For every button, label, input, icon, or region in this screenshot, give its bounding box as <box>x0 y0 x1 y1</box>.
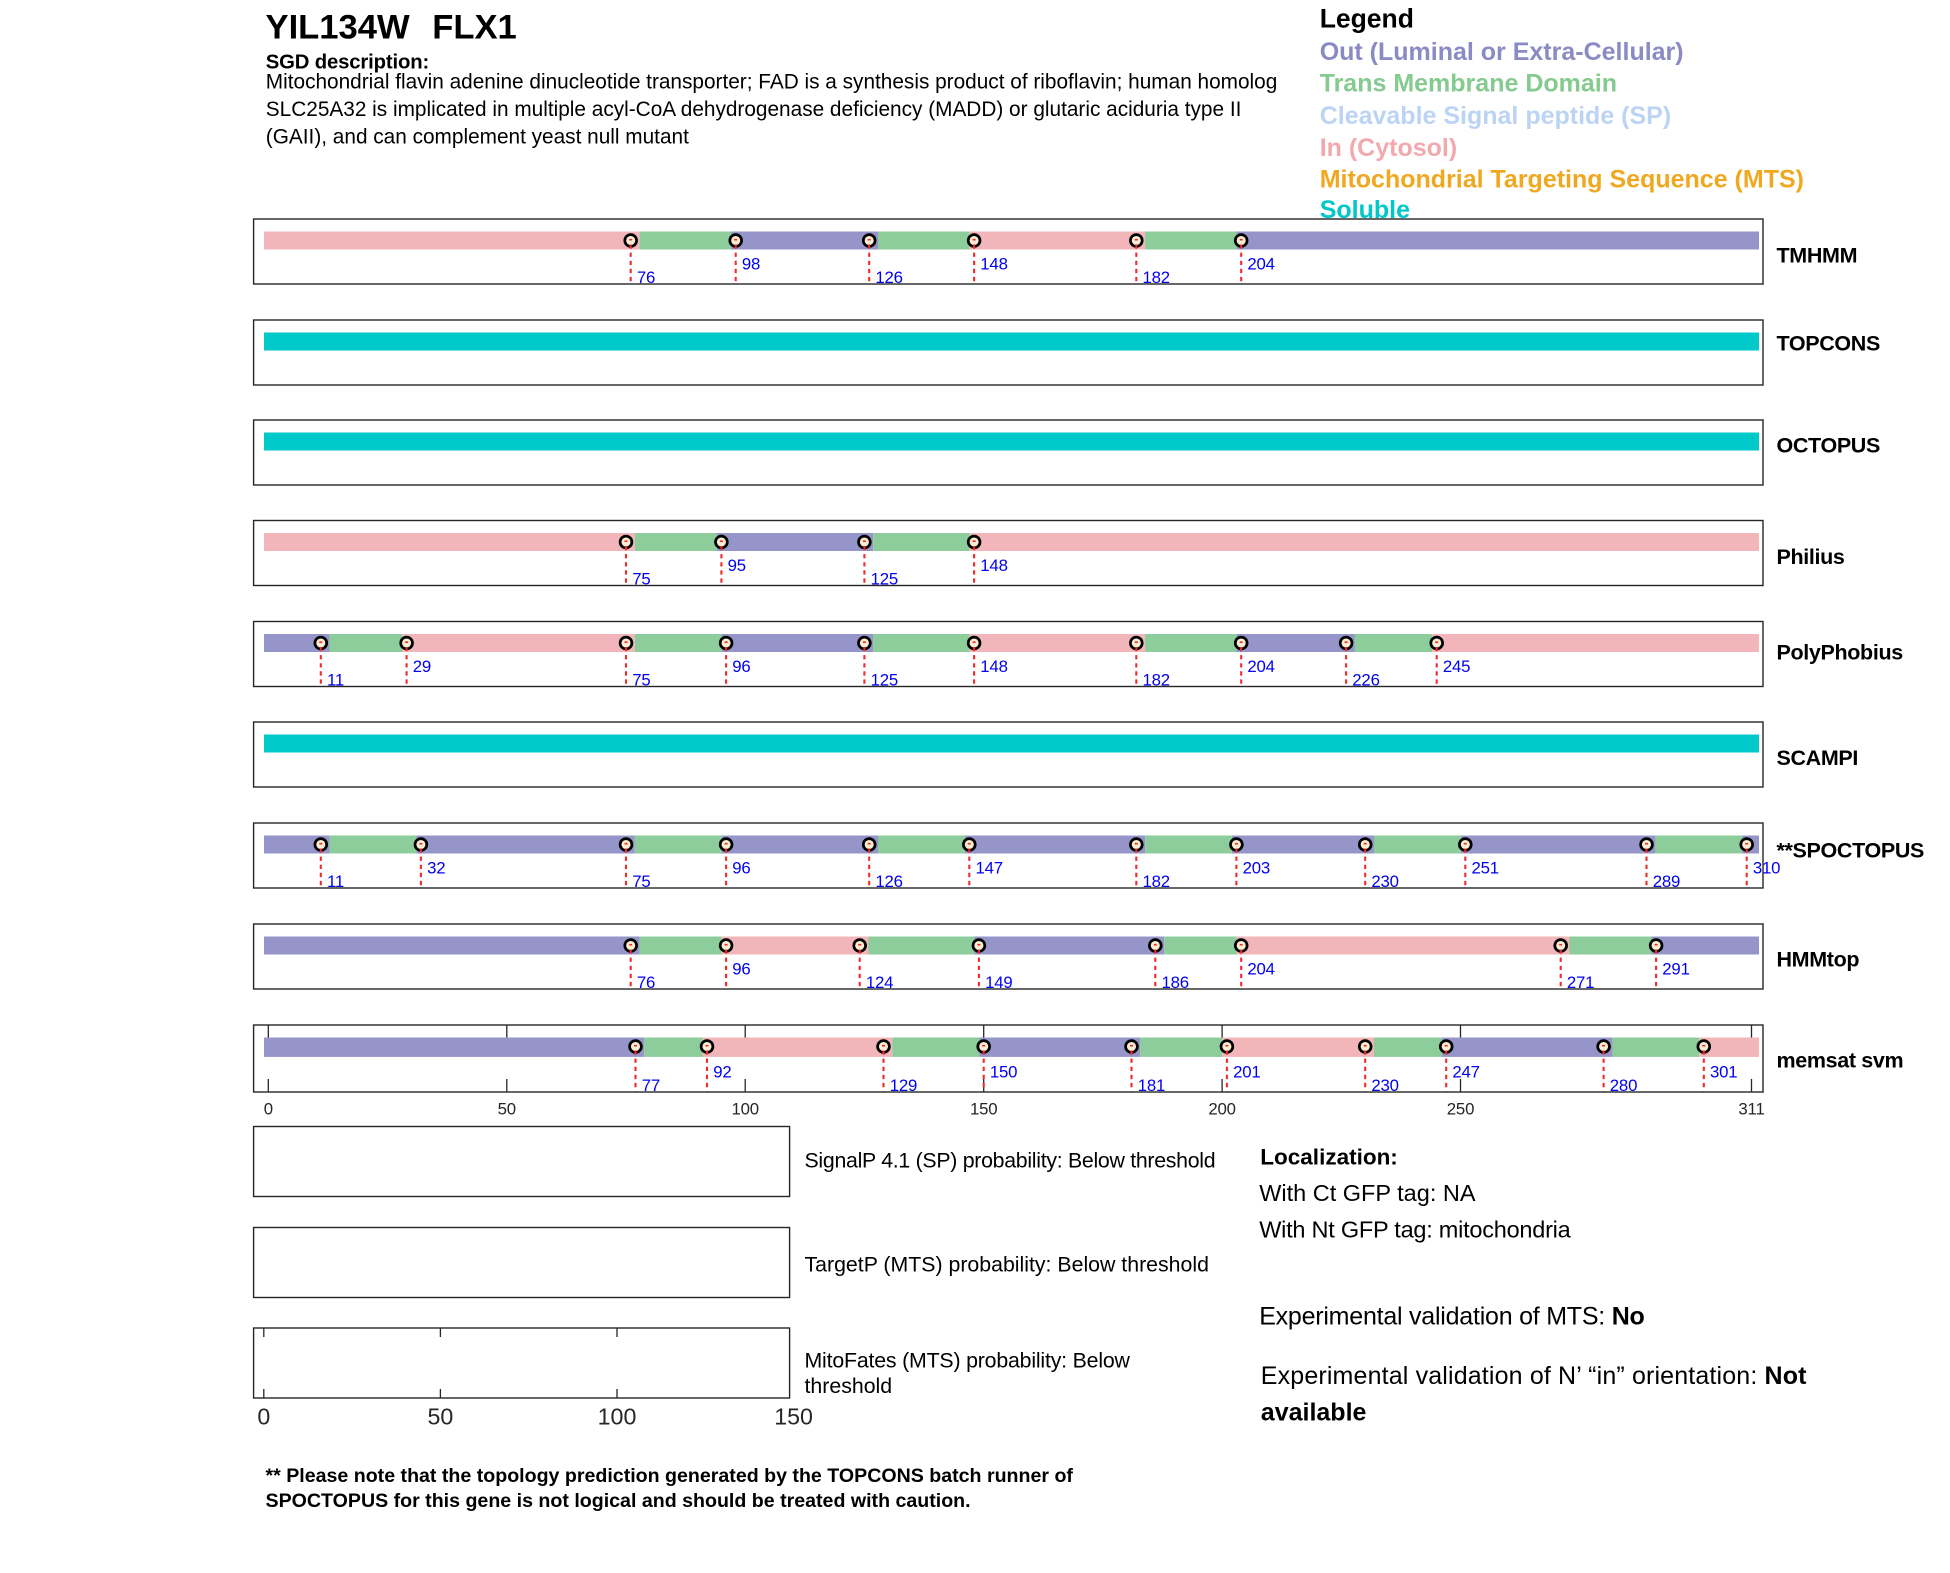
svg-text:Cleavable Signal peptide (SP): Cleavable Signal peptide (SP) <box>1320 102 1671 130</box>
svg-text:11: 11 <box>327 872 344 891</box>
svg-text:75: 75 <box>632 670 650 689</box>
svg-text:150: 150 <box>774 1404 813 1430</box>
svg-text:HMMtop: HMMtop <box>1777 947 1860 971</box>
svg-text:186: 186 <box>1162 973 1189 992</box>
svg-text:100: 100 <box>731 1099 758 1118</box>
svg-text:204: 204 <box>1247 657 1274 676</box>
svg-text:Trans Membrane Domain: Trans Membrane Domain <box>1320 70 1617 98</box>
svg-text:96: 96 <box>732 657 750 676</box>
svg-text:50: 50 <box>428 1404 454 1430</box>
svg-text:203: 203 <box>1243 858 1270 877</box>
svg-text:PolyPhobius: PolyPhobius <box>1777 640 1904 664</box>
svg-text:With Nt GFP tag: mitochondria: With Nt GFP tag: mitochondria <box>1259 1216 1571 1242</box>
svg-text:311: 311 <box>1738 1099 1764 1118</box>
svg-text:0: 0 <box>264 1099 273 1118</box>
svg-text:75: 75 <box>632 569 650 588</box>
svg-text:124: 124 <box>866 973 893 992</box>
svg-text:With Ct GFP tag: NA: With Ct GFP tag: NA <box>1259 1180 1476 1206</box>
svg-text:280: 280 <box>1610 1076 1637 1095</box>
svg-text:available: available <box>1261 1398 1367 1426</box>
svg-text:Experimental validation of N’: Experimental validation of N’ “in” orien… <box>1261 1362 1807 1390</box>
svg-text:0: 0 <box>257 1404 270 1430</box>
svg-text:125: 125 <box>871 569 898 588</box>
svg-text:250: 250 <box>1447 1099 1474 1118</box>
svg-text:threshold: threshold <box>805 1374 893 1398</box>
svg-text:126: 126 <box>875 872 902 891</box>
svg-text:126: 126 <box>875 268 902 287</box>
svg-text:96: 96 <box>732 959 750 978</box>
svg-text:96: 96 <box>732 858 750 877</box>
svg-text:Legend: Legend <box>1320 4 1414 34</box>
svg-text:TargetP (MTS) probability: Bel: TargetP (MTS) probability: Below thresho… <box>805 1253 1209 1277</box>
svg-text:201: 201 <box>1233 1062 1260 1081</box>
svg-text:291: 291 <box>1662 959 1689 978</box>
svg-text:251: 251 <box>1472 858 1499 877</box>
svg-text:226: 226 <box>1352 670 1379 689</box>
svg-text:247: 247 <box>1452 1062 1479 1081</box>
svg-text:29: 29 <box>413 657 431 676</box>
svg-text:100: 100 <box>598 1404 637 1430</box>
svg-text:149: 149 <box>985 973 1012 992</box>
svg-text:SCAMPI: SCAMPI <box>1777 746 1859 770</box>
svg-text:Mitochondrial flavin adenine d: Mitochondrial flavin adenine dinucleotid… <box>266 71 1278 94</box>
svg-text:200: 200 <box>1208 1099 1235 1118</box>
svg-text:Out (Luminal or Extra-Cellular: Out (Luminal or Extra-Cellular) <box>1320 38 1684 66</box>
svg-text:148: 148 <box>980 657 1007 676</box>
svg-text:SLC25A32 is implicated in mult: SLC25A32 is implicated in multiple acyl-… <box>266 98 1242 121</box>
svg-text:11: 11 <box>327 670 344 689</box>
svg-text:230: 230 <box>1371 1076 1398 1095</box>
svg-text:77: 77 <box>642 1076 660 1095</box>
svg-text:50: 50 <box>498 1099 516 1118</box>
svg-text:In (Cytosol): In (Cytosol) <box>1320 134 1458 162</box>
svg-text:SignalP 4.1 (SP) probability:: SignalP 4.1 (SP) probability: Below thre… <box>805 1149 1216 1173</box>
svg-text:125: 125 <box>871 670 898 689</box>
svg-text:289: 289 <box>1653 872 1680 891</box>
svg-text:147: 147 <box>976 858 1003 877</box>
svg-text:182: 182 <box>1143 268 1170 287</box>
svg-text:245: 245 <box>1443 657 1470 676</box>
svg-text:310: 310 <box>1753 858 1780 877</box>
svg-text:Experimental validation of MTS: Experimental validation of MTS: No <box>1259 1302 1644 1330</box>
svg-text:** Please note that the topolo: ** Please note that the topology predict… <box>266 1465 1074 1487</box>
svg-text:181: 181 <box>1138 1076 1165 1095</box>
svg-text:92: 92 <box>713 1062 731 1081</box>
svg-text:SGD description:: SGD description: <box>266 52 429 74</box>
svg-text:230: 230 <box>1371 872 1398 891</box>
svg-text:182: 182 <box>1143 872 1170 891</box>
svg-text:98: 98 <box>742 254 760 273</box>
svg-text:129: 129 <box>890 1076 917 1095</box>
svg-text:TMHMM: TMHMM <box>1777 244 1858 268</box>
svg-text:76: 76 <box>637 268 655 287</box>
svg-text:SPOCTOPUS for this gene is not: SPOCTOPUS for this gene is not logical a… <box>266 1490 971 1512</box>
svg-text:Philius: Philius <box>1777 545 1845 569</box>
svg-text:32: 32 <box>427 858 445 877</box>
svg-text:OCTOPUS: OCTOPUS <box>1777 434 1880 458</box>
svg-text:182: 182 <box>1143 670 1170 689</box>
svg-text:271: 271 <box>1567 973 1594 992</box>
svg-text:Mitochondrial Targeting Sequen: Mitochondrial Targeting Sequence (MTS) <box>1320 166 1804 194</box>
svg-text:memsat svm: memsat svm <box>1777 1049 1904 1073</box>
svg-text:204: 204 <box>1247 959 1274 978</box>
svg-text:150: 150 <box>970 1099 997 1118</box>
svg-text:301: 301 <box>1710 1062 1737 1081</box>
svg-text:76: 76 <box>637 973 655 992</box>
svg-text:MitoFates (MTS) probability: B: MitoFates (MTS) probability: Below <box>805 1349 1131 1373</box>
svg-text:150: 150 <box>990 1062 1017 1081</box>
svg-text:148: 148 <box>980 556 1007 575</box>
svg-text:(GAII), and can complement yea: (GAII), and can complement yeast null mu… <box>266 126 689 149</box>
svg-text:Localization:: Localization: <box>1260 1145 1398 1170</box>
svg-text:TOPCONS: TOPCONS <box>1777 332 1880 356</box>
svg-text:75: 75 <box>632 872 650 891</box>
svg-text:148: 148 <box>980 254 1007 273</box>
svg-text:**SPOCTOPUS: **SPOCTOPUS <box>1777 838 1925 862</box>
svg-text:204: 204 <box>1247 254 1274 273</box>
svg-text:95: 95 <box>728 556 746 575</box>
